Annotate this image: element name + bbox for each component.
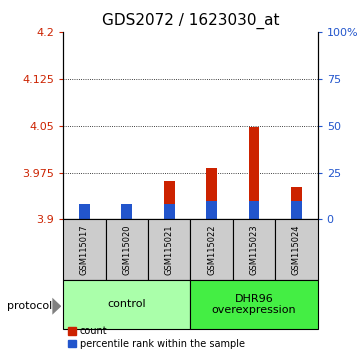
Bar	[122, 215, 132, 219]
Bar	[164, 181, 174, 219]
Bar	[63, 280, 190, 329]
Title: GDS2072 / 1623030_at: GDS2072 / 1623030_at	[102, 13, 279, 29]
Polygon shape	[52, 298, 61, 315]
Bar	[249, 201, 259, 219]
Bar	[79, 215, 90, 219]
Bar	[291, 201, 302, 219]
Bar	[275, 219, 318, 280]
Bar	[105, 219, 148, 280]
Bar	[190, 280, 318, 329]
Bar	[249, 127, 259, 219]
Bar	[148, 219, 191, 280]
Text: control: control	[108, 299, 146, 309]
Bar	[164, 205, 174, 219]
Text: GSM115021: GSM115021	[165, 224, 174, 275]
Bar	[63, 219, 105, 280]
Legend: count, percentile rank within the sample: count, percentile rank within the sample	[68, 326, 245, 349]
Bar	[291, 187, 302, 219]
Text: GSM115017: GSM115017	[80, 224, 89, 275]
Text: GSM115020: GSM115020	[122, 224, 131, 275]
Bar	[233, 219, 275, 280]
Text: GSM115024: GSM115024	[292, 224, 301, 275]
Text: protocol: protocol	[7, 301, 52, 311]
Text: DHR96
overexpression: DHR96 overexpression	[212, 293, 296, 315]
Bar	[122, 205, 132, 219]
Text: GSM115022: GSM115022	[207, 224, 216, 275]
Bar	[79, 205, 90, 219]
Bar	[206, 167, 217, 219]
Bar	[206, 201, 217, 219]
Text: GSM115023: GSM115023	[249, 224, 258, 275]
Bar	[190, 219, 233, 280]
